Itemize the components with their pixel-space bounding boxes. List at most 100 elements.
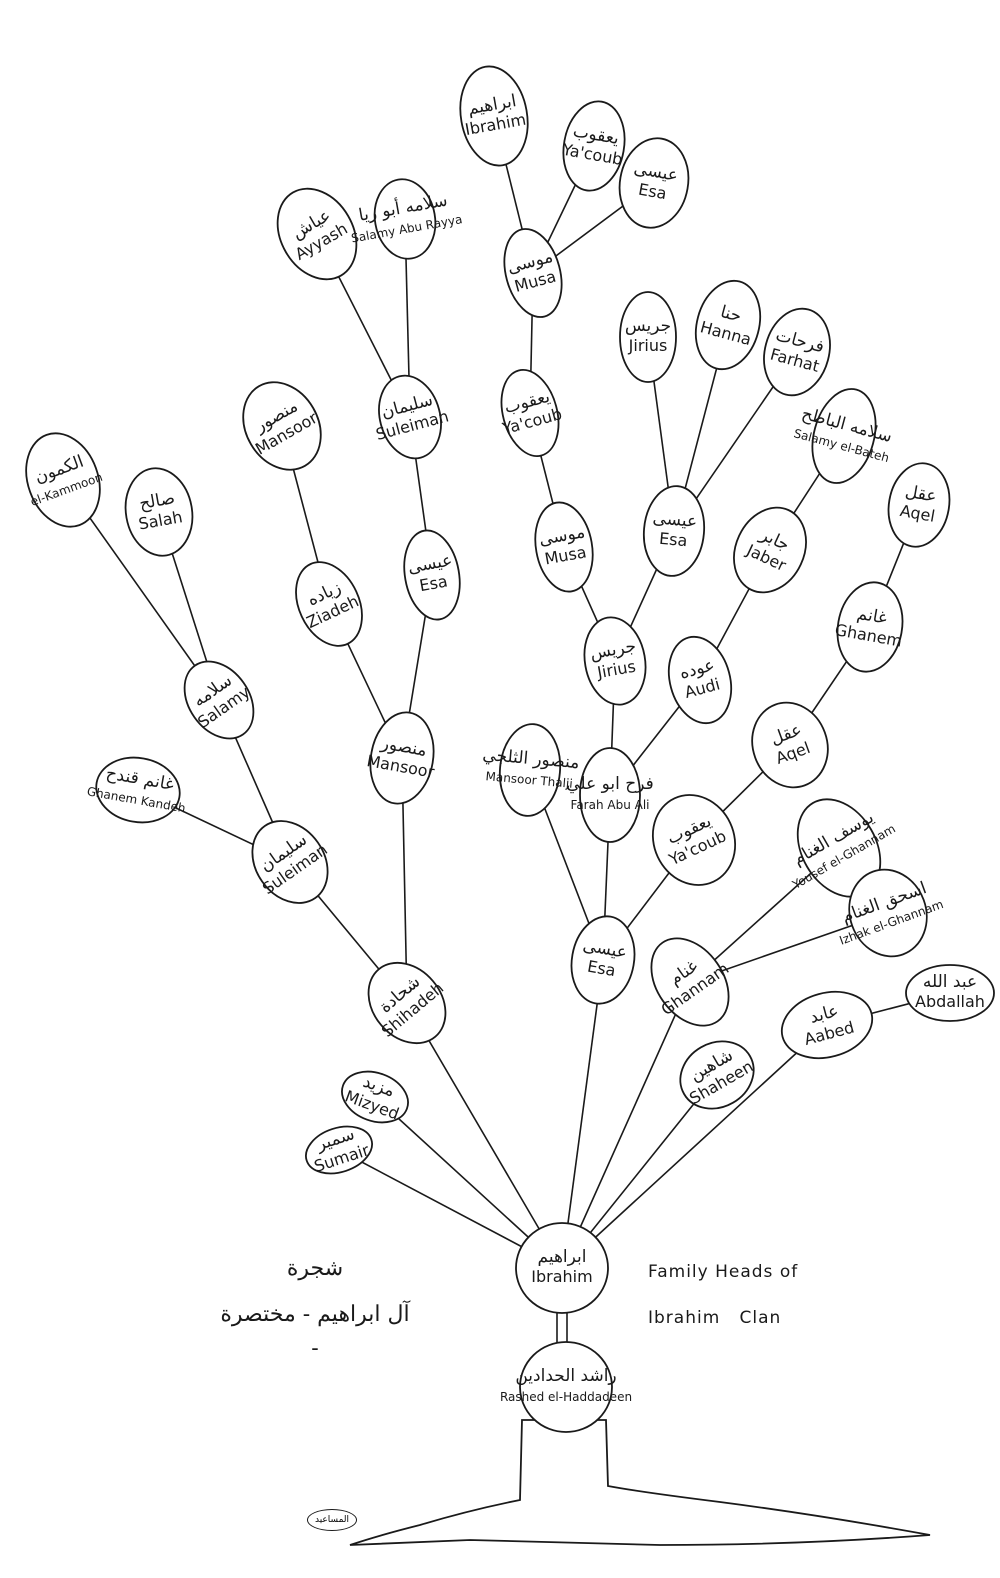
signature-stamp: المساعيد	[307, 1509, 357, 1531]
node-yacoub1-shape	[500, 369, 560, 457]
node-farah: فرح ابو علي Farah Abu Ali	[566, 747, 654, 843]
node-rashed-arabic-label: راشد الحدادين	[515, 1366, 616, 1386]
node-aqel2-shape	[887, 462, 951, 548]
node-salamy_bateh-shape	[811, 388, 877, 484]
node-jirius1-shape	[583, 616, 647, 706]
edge-ibrahim-aabed	[561, 1024, 828, 1269]
node-aqel1-shape	[751, 701, 829, 789]
english-title: Family Heads of Ibrahim Clan	[648, 1262, 858, 1354]
english-title-line-2: Ibrahim Clan	[648, 1308, 782, 1328]
node-ziadeh-shape	[295, 561, 363, 647]
node-abdallah-arabic-label: عبد الله	[923, 972, 977, 992]
arabic-title-line-1: شجرة	[286, 1256, 344, 1281]
node-esa3-shape	[642, 485, 706, 577]
node-ghanem_kandeh-shape	[95, 756, 181, 824]
node-abdallah-shape	[905, 964, 995, 1022]
node-kammoon-shape	[25, 432, 101, 528]
node-farah-english-label: Farah Abu Ali	[571, 798, 650, 812]
node-jirius2-english-label: Jirius	[628, 336, 668, 355]
node-musa1-shape	[534, 501, 594, 593]
node-yacoub2-shape	[562, 100, 626, 192]
arabic-title-line-2: آل ابراهيم - مختصرة -	[220, 1302, 410, 1361]
node-sumair-shape	[305, 1125, 373, 1175]
node-jirius2-arabic-label: جريس	[625, 316, 671, 336]
node-esa2-shape	[403, 529, 461, 621]
node-esa3-english-label: Esa	[658, 529, 688, 550]
node-suleiman2-shape	[378, 374, 442, 460]
node-izhak-shape	[848, 868, 928, 958]
node-hanna-shape	[694, 279, 762, 371]
node-ibrahim-shape	[515, 1222, 609, 1314]
node-ghannam1-shape	[650, 937, 730, 1027]
node-salamy_abu-shape	[373, 178, 437, 260]
node-salah-shape	[124, 467, 194, 557]
node-ibrahim-english-label: Ibrahim	[531, 1267, 592, 1286]
node-abdallah-english-label: Abdallah	[915, 992, 985, 1011]
node-mizyed-shape	[341, 1070, 409, 1124]
node-suleiman1-shape	[251, 820, 329, 904]
tree-trunk	[349, 1419, 931, 1546]
node-salamy1-shape	[183, 660, 255, 740]
node-shaheen-shape	[679, 1040, 755, 1110]
node-mansoor_thalji-arabic-label: منصور الثلجي	[482, 745, 581, 773]
node-rashed-english-label: Rashed el-Haddadeen	[500, 1390, 632, 1404]
node-esa_top-english-label: Esa	[637, 180, 668, 204]
english-title-line-1: Family Heads of	[648, 1262, 799, 1282]
node-esa_top-shape	[618, 137, 690, 229]
node-farhat-shape	[763, 307, 831, 397]
node-mansoor1-shape	[369, 711, 435, 805]
node-musa2-shape	[503, 228, 563, 318]
node-yacoub3-shape	[651, 794, 737, 886]
node-farah-shape	[579, 747, 641, 843]
node-audi-shape	[667, 635, 733, 725]
node-rashed-shape	[519, 1341, 613, 1433]
edge-ibrahim-ghannam1	[561, 981, 691, 1269]
node-esa1-english-label: Esa	[586, 957, 617, 981]
node-ibrahim-arabic-label: ابراهيم	[538, 1247, 587, 1267]
node-farah-arabic-label: فرح ابو علي	[566, 774, 653, 794]
node-esa1-shape	[570, 915, 636, 1005]
node-mansoor_thalji-shape	[498, 723, 562, 817]
arabic-title: شجرة آل ابراهيم - مختصرة -	[215, 1252, 415, 1378]
node-ibrahim2-shape	[459, 65, 529, 167]
node-rashed: راشد الحدادين Rashed el-Haddadeen	[500, 1341, 632, 1433]
